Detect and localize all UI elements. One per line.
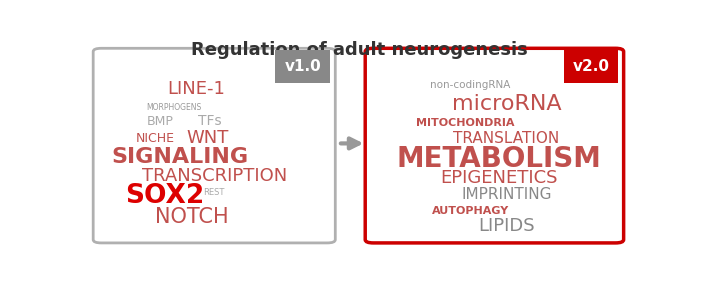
FancyBboxPatch shape [564,51,618,83]
Text: MORPHOGENS: MORPHOGENS [146,103,201,112]
Text: Regulation of adult neurogenesis: Regulation of adult neurogenesis [192,41,528,59]
FancyBboxPatch shape [365,48,623,243]
Text: TRANSCRIPTION: TRANSCRIPTION [142,167,287,185]
Text: TFs: TFs [198,114,222,128]
Text: BMP: BMP [147,115,173,128]
FancyBboxPatch shape [275,51,330,83]
Text: v2.0: v2.0 [573,59,609,74]
Text: MITOCHONDRIA: MITOCHONDRIA [416,118,515,128]
Text: LIPIDS: LIPIDS [478,218,535,235]
Text: METABOLISM: METABOLISM [397,145,602,173]
Text: SOX2: SOX2 [125,183,204,209]
Text: AUTOPHAGY: AUTOPHAGY [432,206,509,216]
Text: IMPRINTING: IMPRINTING [461,187,552,202]
Text: microRNA: microRNA [451,94,562,114]
Text: non-codingRNA: non-codingRNA [430,80,510,90]
Text: NICHE: NICHE [136,131,175,145]
Text: v1.0: v1.0 [284,59,321,74]
Text: TRANSLATION: TRANSLATION [453,131,559,146]
Text: REST: REST [204,188,225,197]
Text: EPIGENETICS: EPIGENETICS [441,169,558,187]
Text: LINE-1: LINE-1 [167,80,225,98]
Text: NOTCH: NOTCH [155,207,228,227]
Text: WNT: WNT [186,129,229,147]
Text: SIGNALING: SIGNALING [112,147,249,167]
FancyBboxPatch shape [93,48,336,243]
